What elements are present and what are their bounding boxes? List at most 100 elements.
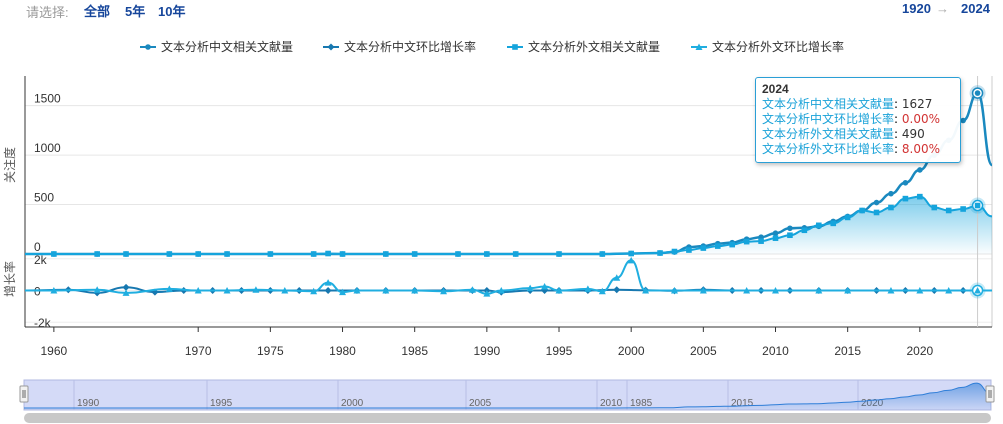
data-point [830,220,837,227]
data-point [310,287,318,295]
legend-label: 文本分析外文环比增长率 [712,39,844,54]
x-tick-label: 1980 [329,344,356,358]
data-point [339,251,346,257]
navigator-tick-label: 2000 [341,398,364,409]
data-point [613,286,621,294]
navigator-tick-label: 2005 [469,398,492,409]
data-point [772,230,779,237]
navigator-scrollbar[interactable] [24,413,991,423]
x-tick-label: 1975 [257,344,284,358]
data-point [772,287,780,294]
data-point [700,245,707,251]
data-point [252,286,260,293]
data-point [411,287,419,294]
legend: 文本分析中文相关文献量 文本分析中文环比增长率 文本分析外文相关文献量 文本分析外文环… [140,39,844,54]
data-point [816,222,822,229]
data-point [382,287,390,294]
legend-item[interactable]: 文本分析外文环比增长率 [691,39,844,54]
data-point [902,180,909,186]
x-tick-label: 1960 [41,344,68,358]
data-point [787,225,793,232]
data-point [917,167,923,173]
data-point [729,241,736,248]
data-point [671,248,678,255]
y-axis-title-bottom: 增长率 [2,261,17,297]
legend-item[interactable]: 文本分析中文相关文献量 [140,39,293,54]
data-point [642,287,650,294]
tooltip-row-fr-volume: 文本分析外文相关文献量: 490 [762,127,925,141]
data-point [497,287,505,294]
data-point [916,287,924,294]
navigator-handle-right[interactable] [985,385,995,403]
data-point [483,290,491,297]
select-label: 请选择: [26,5,69,20]
range-from-year[interactable]: 1920 [902,1,931,16]
tooltip-name: 文本分析外文环比增长率 [762,142,895,156]
y-tick-label: 1500 [34,92,61,106]
data-point [670,287,678,294]
data-point [902,195,909,202]
data-point [801,227,808,234]
legend-label: 文本分析中文相关文献量 [161,39,293,54]
data-point [224,251,230,257]
y-axis-title-top: 关注度 [2,147,17,183]
x-tick-label: 2000 [618,344,645,358]
y-tick-label: 0 [34,240,41,254]
tooltip-value: 490 [901,127,925,141]
data-point [974,202,981,209]
tooltip-year: 2024 [762,82,789,96]
tooltip: 2024 文本分析中文相关文献量: 1627 文本分析中文环比增长率: 0.00… [755,77,961,163]
data-point [267,251,274,257]
navigator-tick-label: 2015 [731,398,754,409]
data-point [93,286,101,293]
tooltip-value: 8.00% [901,142,940,156]
data-point [699,287,707,294]
legend-item[interactable]: 文本分析外文相关文献量 [507,39,660,54]
data-point [613,274,621,281]
series-3 [25,256,992,297]
data-point [123,251,129,257]
range-to-year[interactable]: 2024 [961,1,990,16]
data-point [686,247,692,253]
x-tick-label: 1995 [546,344,573,358]
navigator-handle-left[interactable] [19,385,29,403]
data-point [945,287,953,294]
legend-label: 文本分析外文相关文献量 [528,39,660,54]
data-point [758,238,764,244]
x-tick-label: 1970 [185,344,212,358]
data-point [917,193,923,200]
data-point [931,204,938,211]
range-button-all[interactable]: 全部 [84,4,111,19]
data-point [484,251,490,257]
data-point [657,250,663,256]
data-point [145,44,151,50]
data-point [945,207,952,214]
data-point [859,207,865,214]
range-button-5y[interactable]: 5年 [125,4,146,19]
data-point [844,214,851,221]
series-2 [25,193,993,257]
navigator[interactable]: 19901995200020052010198520152020 [19,379,995,423]
data-point [325,250,331,257]
data-point [440,287,448,295]
data-point [815,287,823,294]
range-button-10y[interactable]: 10年 [158,4,186,19]
data-point [743,287,751,294]
x-tick-label: 2015 [834,344,861,358]
legend-item[interactable]: 文本分析中文环比增长率 [323,39,476,54]
data-point [598,287,606,295]
data-point [194,287,202,294]
tooltip-row-cn-rate: 文本分析中文环比增长率: 0.00% [762,112,940,126]
data-point [526,284,534,292]
data-point [512,44,518,50]
x-tick-label: 1990 [473,344,500,358]
data-point [541,283,549,290]
data-point [281,287,289,294]
y-tick-label: 1000 [34,141,61,155]
data-point [339,288,347,296]
data-point [844,287,852,294]
series-area-foreign-volume [25,196,992,254]
data-point [584,285,592,292]
